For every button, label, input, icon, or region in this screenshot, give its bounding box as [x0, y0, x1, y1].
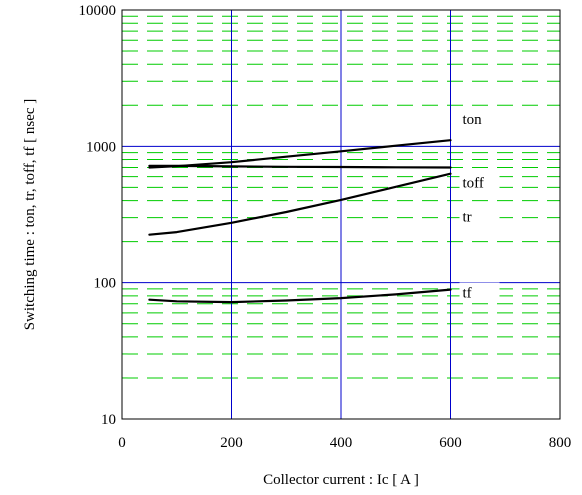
- y-tick-label: 10: [101, 412, 116, 428]
- y-axis-title: Switching time : ton, tr, toff, tf [ nse…: [22, 99, 38, 331]
- series-label-bg: [459, 206, 500, 227]
- y-tick-label: 100: [94, 276, 117, 292]
- x-axis-title: Collector current : Ic [ A ]: [263, 472, 419, 488]
- x-tick-label: 200: [220, 435, 243, 451]
- series-lines: [148, 139, 452, 304]
- series-label-ton: ton: [463, 112, 483, 128]
- series-label-bg: [459, 172, 500, 193]
- series-label-toff: toff: [463, 175, 484, 191]
- series-label-bg: [459, 109, 500, 130]
- series-label-tf: tf: [463, 286, 472, 302]
- tick-labels: 0 200 400 600 800 10 100 1000 10000: [79, 3, 572, 451]
- series-label-bg: [459, 282, 500, 303]
- series-line-tr: [148, 172, 452, 236]
- y-tick-label: 10000: [79, 3, 117, 19]
- series-line-toff: [148, 164, 452, 169]
- y-tick-label: 1000: [86, 139, 116, 155]
- plot-frame: [121, 9, 561, 420]
- x-tick-label: 800: [549, 435, 572, 451]
- series-labels: ton toff tr tf: [459, 109, 500, 303]
- series-line-tf: [148, 288, 452, 304]
- x-tick-label: 400: [330, 435, 353, 451]
- x-tick-label: 600: [439, 435, 462, 451]
- series-label-tr: tr: [463, 210, 472, 226]
- x-tick-label: 0: [118, 435, 126, 451]
- series-line-ton: [148, 139, 452, 169]
